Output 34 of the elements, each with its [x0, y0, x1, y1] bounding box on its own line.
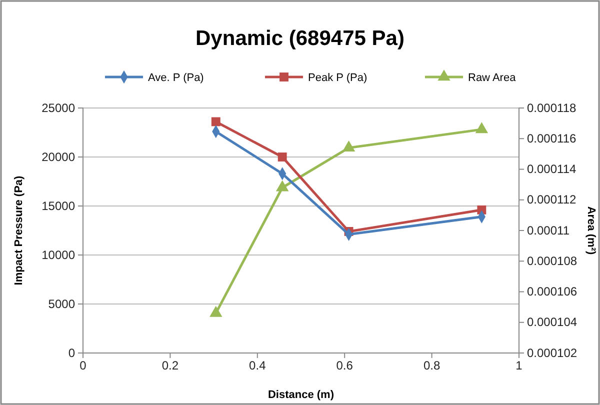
point	[210, 306, 222, 317]
x-axis-title: Distance (m)	[268, 389, 334, 401]
point	[342, 140, 356, 152]
y-tick-label: 20000	[42, 150, 76, 164]
chart-title: Dynamic (689475 Pa)	[196, 27, 404, 50]
y-tick-label: 15000	[42, 198, 76, 213]
y2-tick-label: 0.000114	[527, 162, 576, 176]
point	[278, 152, 287, 162]
y2-tick-label: 0.000116	[527, 131, 576, 146]
y2-tick-label: 0.000102	[527, 346, 578, 360]
y2-tick-label: 0.000118	[527, 100, 576, 115]
legend-label: Ave. P (Pa)	[148, 72, 204, 84]
y-axis-title: Impact Pressure (Pa)	[13, 175, 25, 286]
x-tick-label: 0.2	[162, 358, 179, 373]
x-tick-label: 0.4	[249, 358, 266, 373]
y2-tick-label: 0.000108	[527, 254, 578, 268]
y2-tick-label: 0.00011	[527, 223, 570, 238]
point	[276, 180, 289, 192]
y-tick-label: 0	[68, 346, 76, 360]
x-tick-label: 0.6	[336, 358, 354, 373]
y-tick-label: 10000	[42, 248, 76, 262]
y-tick-label: 25000	[42, 100, 76, 115]
y2-tick-label: 0.000104	[527, 315, 578, 330]
legend-label: Peak P (Pa)	[308, 72, 368, 84]
y2-axis-title: Area (m²)	[585, 206, 597, 255]
x-tick-label: 0	[80, 358, 87, 373]
y-tick-label: 5000	[48, 296, 76, 311]
y2-tick-label: 0.000112	[527, 192, 576, 207]
y2-tick-label: 0.000106	[527, 284, 578, 299]
x-tick-label: 0.8	[423, 358, 440, 373]
legend-label: Raw Area	[468, 72, 517, 84]
x-tick-label: 1	[516, 358, 523, 373]
point	[475, 122, 488, 134]
point	[211, 117, 220, 126]
